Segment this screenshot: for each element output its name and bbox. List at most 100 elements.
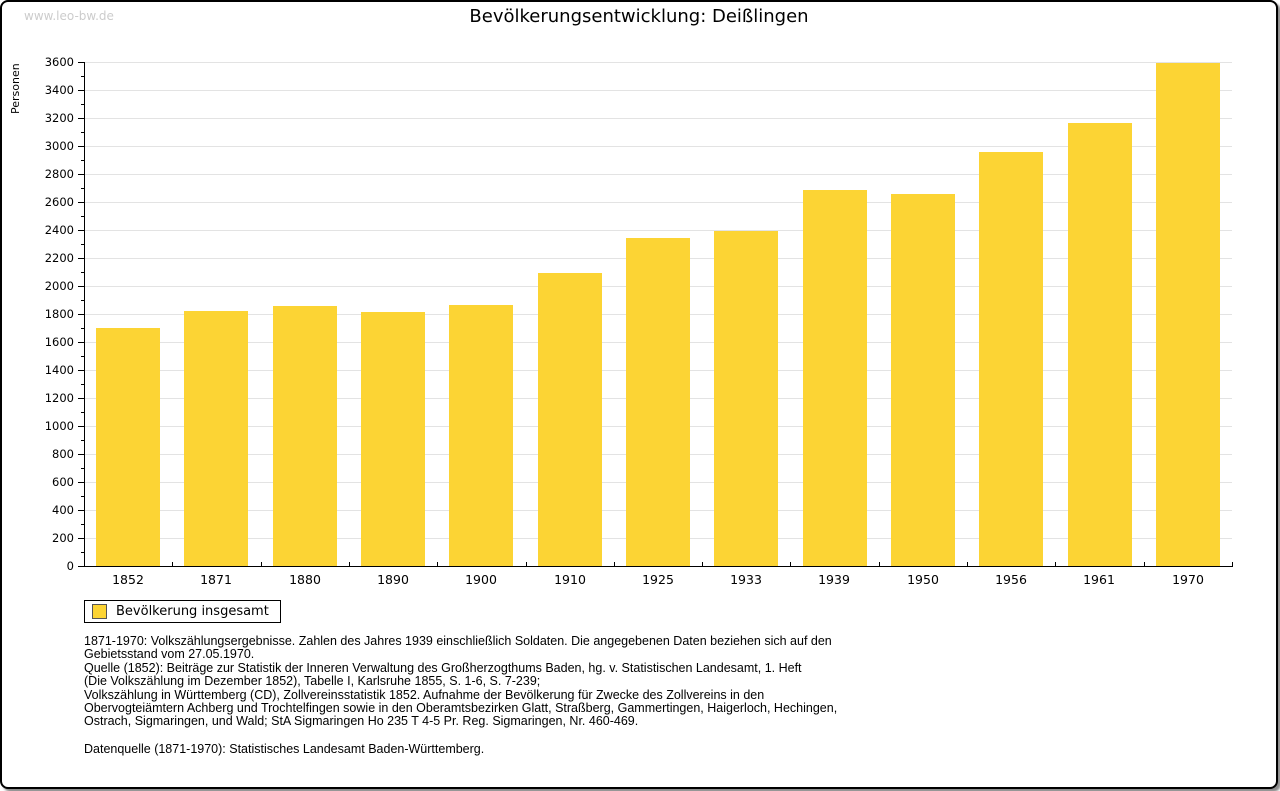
y-minor-tick	[81, 328, 84, 329]
x-boundary-tick	[967, 562, 968, 566]
gridline	[85, 174, 1232, 175]
bar-1871	[184, 311, 248, 566]
x-tick-label: 1933	[730, 572, 762, 587]
y-tick-label: 1400	[44, 363, 74, 377]
y-minor-tick	[81, 468, 84, 469]
y-minor-tick	[81, 188, 84, 189]
bar-1970	[1156, 63, 1220, 566]
y-minor-tick	[81, 132, 84, 133]
page-title: Bevölkerungsentwicklung: Deißlingen	[469, 6, 809, 27]
y-minor-tick	[81, 160, 84, 161]
x-tick-label: 1956	[995, 572, 1027, 587]
y-major-tick	[78, 538, 84, 539]
y-tick-label: 2000	[44, 279, 74, 293]
y-major-tick	[78, 90, 84, 91]
y-tick-label: 200	[52, 531, 74, 545]
bar-1950	[891, 194, 955, 566]
y-minor-tick	[81, 384, 84, 385]
gridline	[85, 62, 1232, 63]
y-major-tick	[78, 426, 84, 427]
bar-1933	[714, 231, 778, 566]
gridline	[85, 146, 1232, 147]
y-major-tick	[78, 146, 84, 147]
y-major-tick	[78, 118, 84, 119]
footnote-line: Volkszählung in Württemberg (CD), Zollve…	[84, 687, 765, 702]
x-axis-line	[84, 566, 1233, 567]
x-boundary-tick	[1055, 562, 1056, 566]
gridline	[85, 90, 1232, 91]
x-boundary-tick	[879, 562, 880, 566]
y-major-tick	[78, 342, 84, 343]
x-boundary-tick	[1232, 562, 1233, 566]
x-boundary-tick	[172, 562, 173, 566]
y-minor-tick	[81, 524, 84, 525]
y-tick-label: 2400	[44, 223, 74, 237]
y-tick-label: 0	[66, 559, 74, 573]
y-tick-label: 400	[52, 503, 74, 517]
y-tick-label: 1600	[44, 335, 74, 349]
y-major-tick	[78, 202, 84, 203]
legend-swatch-icon	[92, 604, 107, 619]
y-minor-tick	[81, 272, 84, 273]
footnotes: 1871-1970: Volkszählungsergebnisse. Zahl…	[84, 634, 838, 729]
y-minor-tick	[81, 552, 84, 553]
x-boundary-tick	[702, 562, 703, 566]
x-tick-label: 1880	[289, 572, 321, 587]
x-boundary-tick	[1144, 562, 1145, 566]
bar-1900	[449, 305, 513, 566]
x-boundary-tick	[790, 562, 791, 566]
x-tick-label: 1890	[377, 572, 409, 587]
y-major-tick	[78, 370, 84, 371]
bar-1956	[979, 152, 1043, 566]
bar-1961	[1068, 123, 1132, 566]
x-tick-label: 1900	[465, 572, 497, 587]
gridline	[85, 118, 1232, 119]
y-tick-label: 1800	[44, 307, 74, 321]
y-minor-tick	[81, 76, 84, 77]
y-tick-label: 2600	[44, 195, 74, 209]
y-major-tick	[78, 482, 84, 483]
y-major-tick	[78, 174, 84, 175]
y-major-tick	[78, 258, 84, 259]
footnote-line: Ostrach, Sigmaringen, und Wald; StA Sigm…	[84, 714, 639, 729]
y-major-tick	[78, 286, 84, 287]
footnote-line: Quelle (1852): Beiträge zur Statistik de…	[84, 660, 802, 675]
y-major-tick	[78, 566, 84, 567]
gridline	[85, 202, 1232, 203]
x-tick-label: 1939	[818, 572, 850, 587]
y-tick-label: 600	[52, 475, 74, 489]
y-minor-tick	[81, 216, 84, 217]
footnote-line: Obervogteiämtern Achberg und Trochtelfin…	[84, 701, 838, 716]
y-tick-label: 1200	[44, 391, 74, 405]
x-tick-label: 1961	[1083, 572, 1115, 587]
x-tick-label: 1950	[907, 572, 939, 587]
y-minor-tick	[81, 244, 84, 245]
y-tick-label: 2800	[44, 167, 74, 181]
x-boundary-tick	[349, 562, 350, 566]
datasource-note: Datenquelle (1871-1970): Statistisches L…	[84, 742, 485, 756]
footnote-line: Gebietsstand vom 27.05.1970.	[84, 647, 255, 662]
y-major-tick	[78, 230, 84, 231]
y-tick-label: 2200	[44, 251, 74, 265]
y-axis-line	[84, 62, 85, 567]
y-minor-tick	[81, 412, 84, 413]
y-minor-tick	[81, 300, 84, 301]
legend-label: Bevölkerung insgesamt	[116, 604, 269, 619]
bar-1890	[361, 312, 425, 566]
y-major-tick	[78, 398, 84, 399]
y-major-tick	[78, 454, 84, 455]
x-boundary-tick	[437, 562, 438, 566]
x-boundary-tick	[526, 562, 527, 566]
x-boundary-tick	[261, 562, 262, 566]
y-minor-tick	[81, 356, 84, 357]
x-boundary-tick	[614, 562, 615, 566]
footnote-line: 1871-1970: Volkszählungsergebnisse. Zahl…	[84, 634, 832, 648]
y-tick-label: 3600	[44, 55, 74, 69]
watermark-link[interactable]: www.leo-bw.de	[24, 9, 114, 23]
y-tick-label: 3200	[44, 111, 74, 125]
x-tick-label: 1910	[554, 572, 586, 587]
y-tick-label: 1000	[44, 419, 74, 433]
gridline	[85, 230, 1232, 231]
